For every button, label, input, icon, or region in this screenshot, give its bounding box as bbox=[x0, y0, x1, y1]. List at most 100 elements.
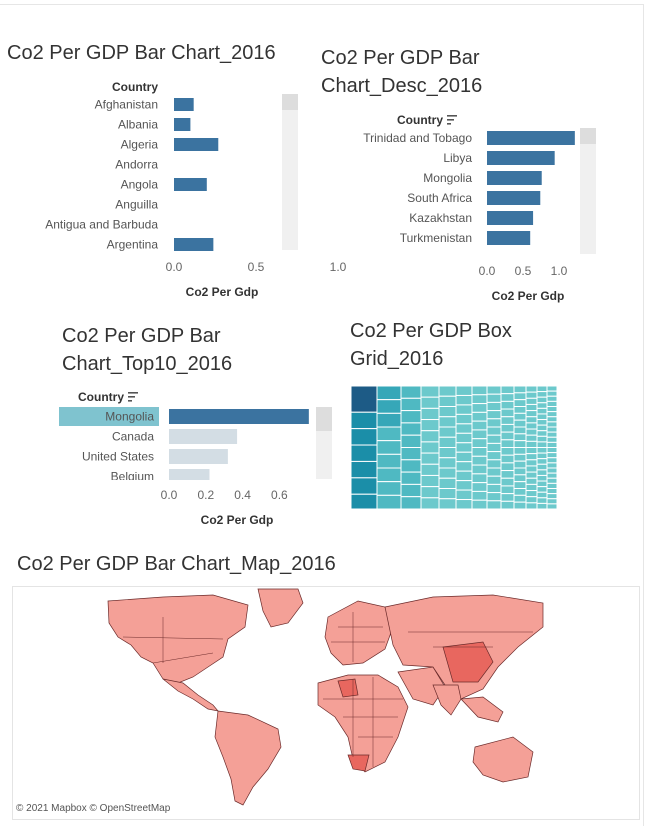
region-china bbox=[442, 641, 494, 683]
treemap-cell bbox=[500, 500, 515, 510]
treemap-cell bbox=[376, 467, 402, 483]
treemap-cell bbox=[438, 395, 457, 407]
world-map[interactable] bbox=[12, 586, 640, 820]
treemap-cell bbox=[471, 447, 488, 457]
treemap-cell bbox=[455, 470, 473, 482]
category-label: Mongolia bbox=[105, 410, 154, 424]
chart-title-bar-2016: Co2 Per GDP Bar Chart_2016 bbox=[7, 42, 276, 64]
treemap-cell bbox=[486, 442, 502, 453]
sort-descending-icon[interactable] bbox=[447, 115, 457, 125]
region-north-america bbox=[107, 594, 249, 684]
treemap-cell bbox=[546, 467, 558, 474]
axis-title-x: Co2 Per Gdp bbox=[186, 285, 259, 299]
treemap-cell bbox=[486, 500, 502, 510]
treemap-cell bbox=[455, 404, 473, 415]
column-header-country[interactable]: Country bbox=[397, 113, 443, 127]
treemap-cell bbox=[536, 407, 548, 415]
treemap-cell bbox=[471, 482, 488, 492]
treemap-cell bbox=[525, 502, 538, 510]
treemap-cell bbox=[420, 441, 440, 454]
treemap-cell bbox=[471, 464, 488, 475]
treemap-cell bbox=[536, 402, 548, 409]
treemap-cell bbox=[513, 385, 527, 394]
treemap-cell bbox=[500, 485, 515, 495]
treemap-cell bbox=[513, 419, 527, 428]
axis-title-x: Co2 Per Gdp bbox=[201, 513, 274, 527]
treemap-cell bbox=[536, 474, 548, 482]
bar bbox=[169, 429, 238, 444]
treemap-cell bbox=[513, 488, 527, 496]
treemap-cell bbox=[525, 440, 538, 449]
treemap-cell bbox=[525, 465, 538, 473]
bar bbox=[169, 449, 228, 464]
treemap-cell bbox=[455, 499, 473, 510]
selected-row-highlight bbox=[59, 407, 159, 426]
treemap-cell bbox=[486, 451, 502, 461]
treemap-cell bbox=[536, 502, 548, 510]
treemap-cell bbox=[546, 406, 558, 413]
treemap-cell bbox=[513, 474, 527, 483]
treemap-cell bbox=[455, 461, 473, 472]
treemap-cell bbox=[486, 426, 502, 436]
treemap-cell bbox=[536, 430, 548, 437]
border-lines-north-america bbox=[122, 617, 224, 664]
sort-descending-icon[interactable] bbox=[128, 392, 138, 402]
treemap-cell bbox=[438, 426, 457, 438]
bar bbox=[169, 409, 309, 424]
treemap-cell bbox=[525, 434, 538, 442]
treemap-cell bbox=[536, 486, 548, 493]
bar bbox=[174, 238, 214, 251]
scrollbar-track[interactable] bbox=[282, 94, 298, 250]
treemap-cell bbox=[486, 410, 502, 420]
treemap-cell bbox=[438, 416, 457, 428]
category-label: United States bbox=[82, 450, 154, 464]
treemap-cell bbox=[455, 480, 473, 491]
box-grid-treemap bbox=[350, 385, 558, 510]
treemap-cell bbox=[420, 419, 440, 432]
treemap-cell bbox=[513, 399, 527, 407]
treemap-cell bbox=[536, 441, 548, 448]
treemap-cell bbox=[536, 458, 548, 465]
treemap-cell bbox=[400, 422, 422, 436]
treemap-cell bbox=[536, 447, 548, 454]
category-label: Algeria bbox=[121, 138, 159, 152]
treemap-cell bbox=[525, 496, 538, 504]
treemap-cell bbox=[525, 477, 538, 485]
column-header-country[interactable]: Country bbox=[78, 390, 124, 404]
treemap-cell bbox=[546, 447, 558, 454]
treemap-cell bbox=[350, 477, 378, 495]
x-tick-label: 0.0 bbox=[166, 260, 183, 274]
treemap-cell bbox=[420, 396, 440, 409]
map-attribution[interactable]: © 2021 Mapbox © OpenStreetMap bbox=[16, 803, 171, 814]
treemap-cell bbox=[513, 460, 527, 469]
treemap-cell bbox=[536, 385, 548, 393]
treemap-cell bbox=[471, 420, 488, 431]
treemap-cell bbox=[500, 416, 515, 425]
column-header-country[interactable]: Country bbox=[112, 80, 158, 94]
bar bbox=[487, 231, 531, 245]
treemap-cell bbox=[513, 501, 527, 510]
treemap-cell bbox=[536, 469, 548, 476]
chart-title-grid-line2: Grid_2016 bbox=[350, 348, 444, 370]
treemap-cell bbox=[546, 503, 558, 510]
treemap-cell bbox=[500, 408, 515, 418]
treemap-cell bbox=[525, 385, 538, 393]
treemap-cell bbox=[471, 499, 488, 510]
treemap-cell bbox=[525, 397, 538, 405]
scrollbar-thumb[interactable] bbox=[282, 94, 298, 110]
treemap-cell bbox=[400, 447, 422, 461]
treemap-cell bbox=[486, 434, 502, 444]
treemap-cell bbox=[455, 442, 473, 453]
treemap-cell bbox=[455, 489, 473, 501]
scrollbar-thumb[interactable] bbox=[580, 128, 596, 144]
scrollbar-thumb[interactable] bbox=[316, 407, 332, 431]
treemap-cell bbox=[513, 453, 527, 462]
treemap-cell bbox=[536, 452, 548, 460]
scrollbar-track[interactable] bbox=[580, 128, 596, 254]
chart-rows: Trinidad and Tobago Libya Mongolia South Af… bbox=[363, 131, 575, 245]
treemap-cell bbox=[438, 498, 457, 510]
treemap-cell bbox=[420, 407, 440, 421]
treemap-cell bbox=[546, 462, 558, 469]
treemap-cell bbox=[376, 385, 402, 401]
treemap-cell bbox=[486, 492, 502, 502]
